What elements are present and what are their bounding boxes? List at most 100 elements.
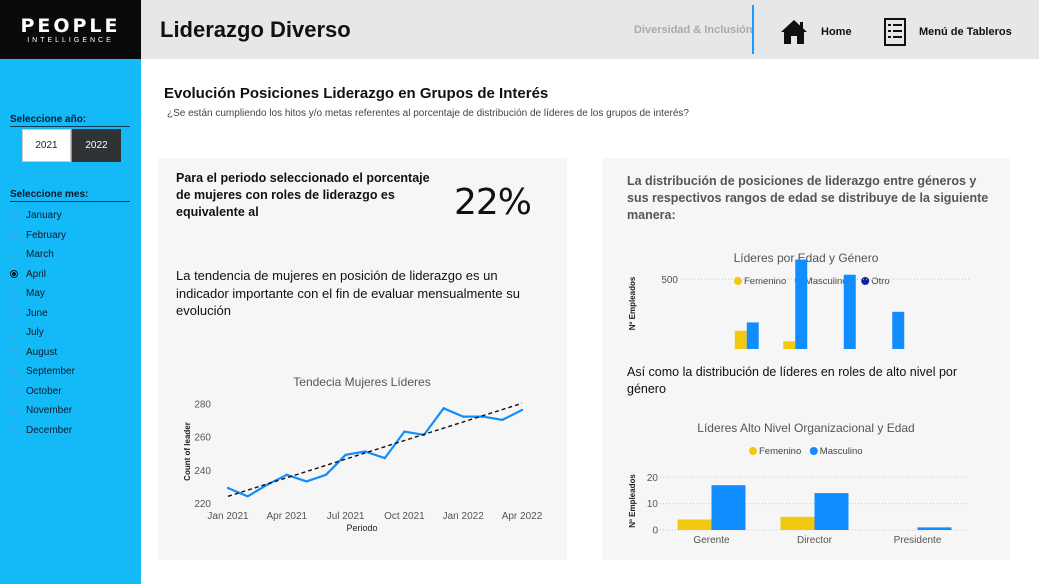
legend-marker: [749, 447, 757, 455]
x-tick-label: Apr 2021: [267, 511, 308, 522]
month-option-october[interactable]: October: [10, 382, 75, 402]
distribution-intro: La distribución de posiciones de lideraz…: [627, 174, 989, 222]
brand-name: PEOPLE: [20, 14, 121, 37]
month-option-august[interactable]: August: [10, 343, 75, 363]
age-gender-bar-chart[interactable]: Líderes por Edad y Género Femenino Masculi…: [602, 224, 1010, 349]
x-tick-label: Director: [797, 535, 833, 546]
month-option-april[interactable]: April: [10, 265, 75, 285]
month-option-september[interactable]: September: [10, 362, 75, 382]
chart-title: Tendecia Mujeres Líderes: [293, 375, 430, 389]
bar-masculino-40-50: [843, 274, 856, 349]
data-point: [383, 456, 386, 460]
x-tick-label: Jan 2021: [207, 511, 249, 522]
dashboard-menu-button[interactable]: Menú de Tableros: [883, 17, 1012, 47]
y-tick-label: 20: [647, 473, 659, 484]
month-option-november[interactable]: November: [10, 401, 75, 421]
x-tick-label: Jul 2021: [327, 511, 365, 522]
x-tick-label: Apr 2022: [502, 511, 543, 522]
month-label: December: [26, 424, 73, 436]
month-label: June: [26, 307, 48, 319]
radio-button[interactable]: [10, 270, 18, 279]
data-point: [403, 430, 406, 433]
bar-femenino-Gerente: [677, 519, 712, 530]
legend-marker: [861, 277, 870, 285]
y-tick-label: 10: [647, 499, 659, 510]
home-label: Home: [821, 26, 852, 38]
data-point: [462, 415, 465, 418]
radio-button[interactable]: [10, 211, 18, 220]
radio-button[interactable]: [10, 250, 18, 259]
data-point: [226, 486, 230, 490]
radio-button[interactable]: [10, 387, 18, 396]
y-axis-title: Nº Empleados: [628, 474, 637, 528]
chart-title: Líderes por Edad y Género: [734, 251, 879, 265]
legend-marker: [734, 277, 742, 285]
month-label: August: [26, 346, 58, 358]
data-point: [266, 483, 269, 486]
page-title: Liderazgo Diverso: [160, 17, 351, 42]
x-tick-label: Gerente: [693, 535, 730, 546]
filter-sidebar: Seleccione año: 2021 2022 Seleccione mes…: [0, 59, 141, 584]
kpi-description: Para el periodo seleccionado el porcenta…: [176, 171, 430, 219]
month-label: May: [26, 288, 45, 300]
radio-button[interactable]: [10, 367, 18, 376]
bar-masculino-20-30: [746, 322, 759, 349]
bar-masculino-Presidente: [917, 527, 952, 530]
legend-label: Masculino: [820, 446, 863, 457]
brand-tagline: INTELLIGENCE: [27, 36, 114, 44]
y-tick-label: 500: [661, 275, 678, 286]
radio-button[interactable]: [10, 231, 18, 240]
radio-button[interactable]: [10, 289, 18, 298]
y-tick-label: 240: [194, 466, 211, 477]
home-button[interactable]: Home: [779, 17, 852, 47]
women-leadership-card: Para el periodo seleccionado el porcenta…: [158, 158, 567, 560]
month-option-march[interactable]: March: [10, 245, 75, 265]
year-button-2022[interactable]: 2022: [72, 129, 121, 162]
data-point: [364, 450, 367, 453]
radio-button[interactable]: [10, 328, 18, 337]
year-filter-rule: [10, 126, 130, 127]
y-axis-title: Nº Empleados: [628, 276, 637, 330]
radio-button[interactable]: [10, 309, 18, 318]
trend-line-dashed: [227, 402, 523, 498]
month-label: September: [26, 366, 75, 378]
breadcrumb[interactable]: Diversidad & Inclusión: [634, 24, 753, 36]
month-label: February: [26, 229, 67, 241]
trend-line-chart[interactable]: Tendecia Mujeres Líderes 220 240 260 280 Jan …: [158, 360, 567, 560]
x-tick-label: Jan 2022: [443, 511, 485, 522]
year-button-2021[interactable]: 2021: [22, 129, 71, 162]
legend-label: Femenino: [744, 276, 786, 287]
month-option-may[interactable]: May: [10, 284, 75, 304]
high-level-intro: Así como la distribución de líderes en r…: [627, 365, 958, 396]
y-tick-label: 220: [194, 499, 211, 510]
data-point: [501, 418, 504, 422]
month-option-december[interactable]: December: [10, 421, 75, 441]
x-tick-label: Presidente: [894, 535, 942, 546]
radio-button[interactable]: [10, 348, 18, 357]
month-option-february[interactable]: February: [10, 226, 75, 246]
home-icon: [781, 20, 807, 44]
month-label: April: [26, 268, 47, 280]
bar-masculino-Director: [814, 493, 849, 530]
radio-button[interactable]: [10, 426, 18, 435]
month-option-july[interactable]: July: [10, 323, 75, 343]
month-option-january[interactable]: January: [10, 206, 75, 226]
data-point: [324, 473, 328, 476]
section-subtitle: ¿Se están cumpliendo los hitos y/o metas…: [167, 108, 689, 119]
month-option-june[interactable]: June: [10, 304, 75, 324]
high-level-bar-chart[interactable]: Líderes Alto Nivel Organizacional y Edad…: [602, 416, 1010, 556]
month-filter-label: Seleccione mes:: [10, 189, 89, 200]
x-tick-label: Oct 2021: [384, 511, 425, 522]
data-point: [285, 473, 288, 476]
chart-title: Líderes Alto Nivel Organizacional y Edad: [697, 421, 914, 435]
kpi-value: 22%: [454, 182, 532, 223]
legend-label: Otro: [871, 276, 889, 287]
data-point: [305, 480, 308, 483]
y-axis-title: Count of leader: [183, 422, 192, 481]
trend-description: La tendencia de mujeres en posición de l…: [176, 268, 520, 318]
series-line-leaders: [227, 407, 523, 498]
list-document-icon: [884, 18, 906, 46]
radio-button[interactable]: [10, 406, 18, 415]
legend-marker: [809, 447, 818, 455]
